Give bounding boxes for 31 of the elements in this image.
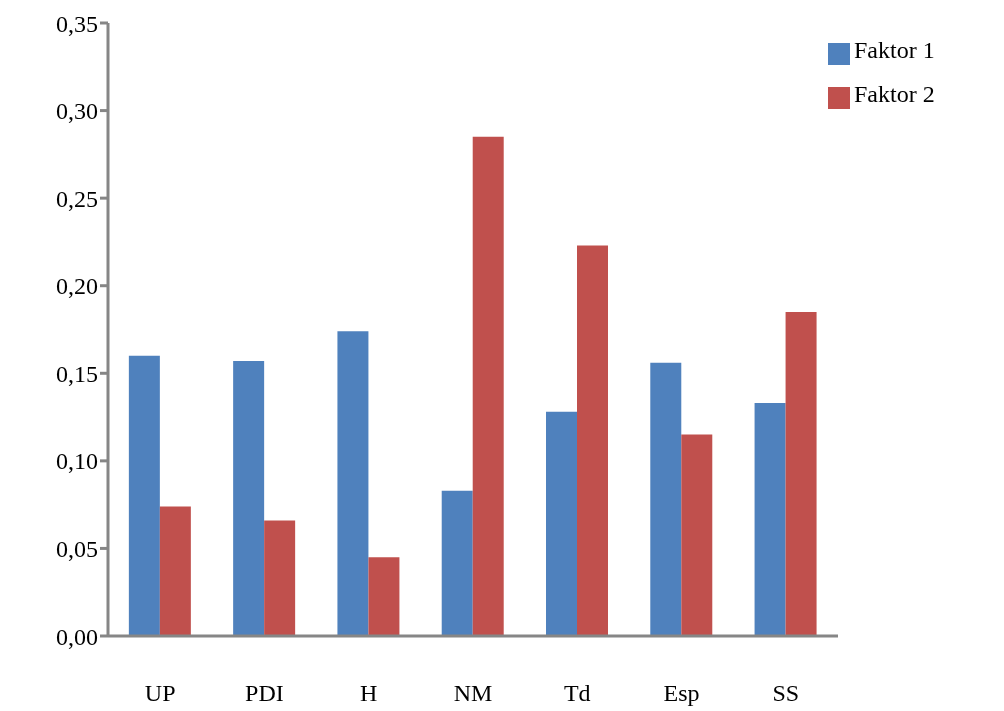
y-tick-label: 0,15 bbox=[56, 360, 98, 387]
bar bbox=[754, 403, 786, 636]
bar bbox=[159, 506, 191, 636]
bar bbox=[128, 355, 160, 636]
bar bbox=[546, 411, 577, 636]
x-tick-label: UP bbox=[144, 680, 176, 707]
y-tick-label: 0,10 bbox=[56, 448, 98, 475]
y-tick-label: 0,35 bbox=[56, 10, 98, 37]
x-tick-label: H bbox=[360, 680, 378, 707]
bar bbox=[650, 362, 682, 636]
x-tick-label: Td bbox=[563, 680, 591, 707]
bar bbox=[264, 520, 296, 636]
bar bbox=[577, 245, 608, 636]
bar bbox=[681, 434, 713, 636]
bar bbox=[337, 331, 369, 636]
x-tick-label: PDI bbox=[245, 680, 284, 707]
y-tick-label: 0,05 bbox=[56, 535, 98, 562]
y-tick-label: 0,00 bbox=[56, 623, 98, 650]
bar bbox=[368, 557, 400, 636]
bar bbox=[785, 311, 817, 636]
y-tick-label: 0,20 bbox=[56, 273, 98, 300]
legend-label: Faktor 1 bbox=[854, 37, 935, 63]
x-tick-label: NM bbox=[453, 680, 493, 707]
x-tick-label: SS bbox=[772, 680, 800, 707]
bar bbox=[441, 490, 473, 636]
y-tick-label: 0,25 bbox=[56, 185, 98, 212]
y-tick-label: 0,30 bbox=[56, 98, 98, 125]
bar bbox=[233, 361, 265, 636]
x-tick-label: Esp bbox=[663, 680, 700, 707]
bar bbox=[472, 136, 504, 636]
legend-label: Faktor 2 bbox=[854, 81, 935, 107]
